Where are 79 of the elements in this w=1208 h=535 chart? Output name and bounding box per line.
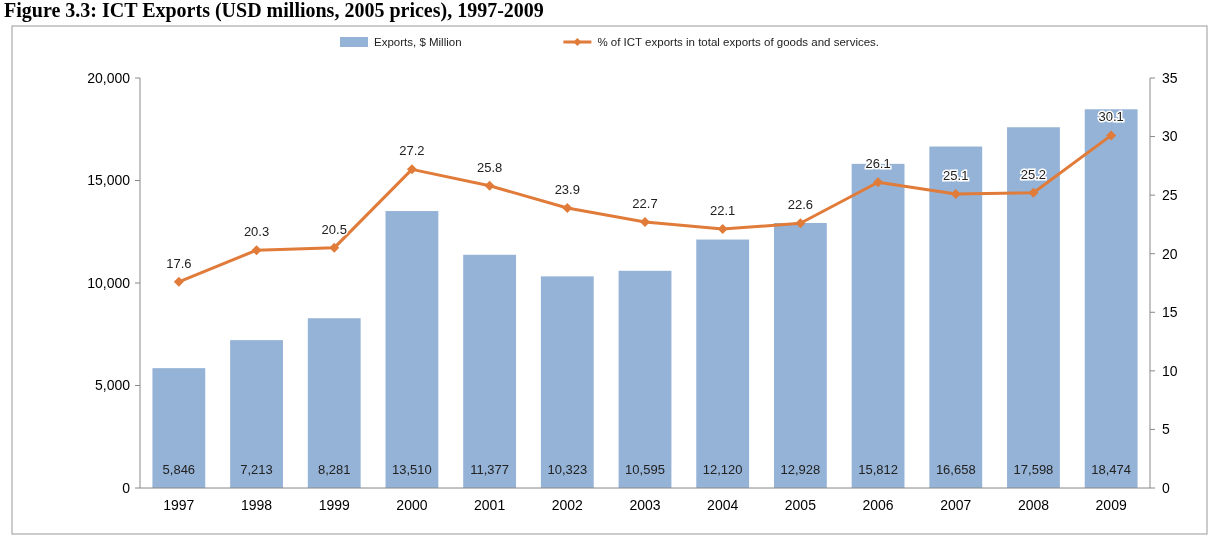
bar	[1084, 109, 1138, 488]
x-tick-label: 2004	[707, 497, 739, 513]
point	[406, 164, 417, 175]
point	[795, 218, 806, 229]
x-tick-label: 2008	[1017, 497, 1050, 513]
y-tick-label: 20,000	[87, 69, 131, 86]
y2-tick-label: 30	[1162, 128, 1178, 145]
bar	[307, 318, 361, 488]
bar	[463, 254, 517, 488]
data-label: 27.2	[399, 143, 425, 159]
point	[562, 203, 573, 214]
point	[950, 188, 961, 199]
y-tick-label: 5,000	[94, 377, 131, 394]
y-tick-label: 10,000	[87, 274, 131, 291]
x-tick-label: 2000	[396, 497, 428, 513]
point	[640, 217, 650, 228]
x-tick-label: 2002	[551, 497, 584, 513]
data-label: 17.6	[166, 255, 192, 271]
x-tick-label: 2003	[629, 497, 661, 513]
point	[1028, 187, 1039, 198]
data-label: 15,812	[858, 462, 898, 477]
data-label: 11,377	[470, 462, 510, 477]
data-label: 25.8	[476, 159, 503, 175]
point	[717, 224, 728, 235]
data-label: 25.1	[943, 167, 969, 183]
point	[329, 242, 340, 253]
data-label: 8,281	[317, 462, 351, 477]
x-tick-label: 1999	[318, 497, 351, 513]
data-label: 7,213	[240, 462, 273, 477]
point	[484, 180, 495, 191]
data-label: 12,928	[780, 462, 821, 477]
data-label: 13,510	[392, 462, 432, 477]
data-label: 12,120	[702, 462, 743, 477]
data-label: 25.2	[1020, 166, 1047, 182]
y2-tick-label: 15	[1162, 304, 1178, 321]
x-tick-label: 2007	[940, 497, 972, 513]
bar	[696, 239, 750, 488]
bar	[618, 270, 672, 488]
point	[173, 276, 184, 287]
data-label: 30.1	[1098, 109, 1124, 125]
data-label: 22.7	[632, 196, 658, 212]
bar	[230, 340, 283, 488]
data-label: 22.1	[710, 203, 736, 219]
data-label: 10,323	[547, 462, 588, 477]
data-label: 17,598	[1013, 462, 1054, 477]
x-tick-label: 1998	[240, 497, 273, 513]
y-tick-label: 15,000	[87, 172, 131, 189]
x-tick-label: 2005	[784, 497, 817, 513]
bar	[152, 368, 206, 488]
bar	[540, 276, 594, 488]
data-label: 20.5	[321, 221, 347, 237]
data-label: 16,658	[935, 462, 976, 477]
data-label: 23.9	[554, 182, 580, 198]
y2-tick-label: 5	[1162, 421, 1170, 438]
y2-tick-label: 0	[1162, 479, 1170, 496]
x-tick-label: 2001	[474, 497, 506, 513]
bar	[385, 211, 439, 488]
y-tick-label: 0	[122, 479, 131, 496]
y2-tick-label: 35	[1162, 69, 1178, 86]
data-label: 18,474	[1091, 462, 1132, 477]
data-label: 20.3	[243, 224, 270, 240]
y2-tick-label: 10	[1162, 362, 1178, 379]
y2-tick-label: 25	[1162, 187, 1178, 204]
legend-label: % of ICT exports in total exports of goods and services.	[597, 36, 880, 48]
legend-label: Exports, $ Million	[374, 36, 462, 48]
chart-title: Figure 3.3: ICT Exports (USD millions, 2005 prices), 1997-2009	[4, 0, 544, 22]
point	[251, 245, 262, 256]
x-tick-label: 1997	[163, 497, 195, 513]
data-label: 22.6	[787, 197, 814, 213]
data-label: 5,846	[162, 462, 196, 477]
data-label: 10,595	[625, 462, 665, 477]
bar	[773, 222, 827, 488]
point	[873, 177, 884, 188]
bar	[1007, 127, 1060, 488]
x-tick-label: 2009	[1095, 497, 1127, 513]
x-tick-label: 2006	[862, 497, 894, 513]
y2-tick-label: 20	[1162, 245, 1178, 262]
bar	[929, 146, 983, 488]
point	[1106, 130, 1117, 141]
